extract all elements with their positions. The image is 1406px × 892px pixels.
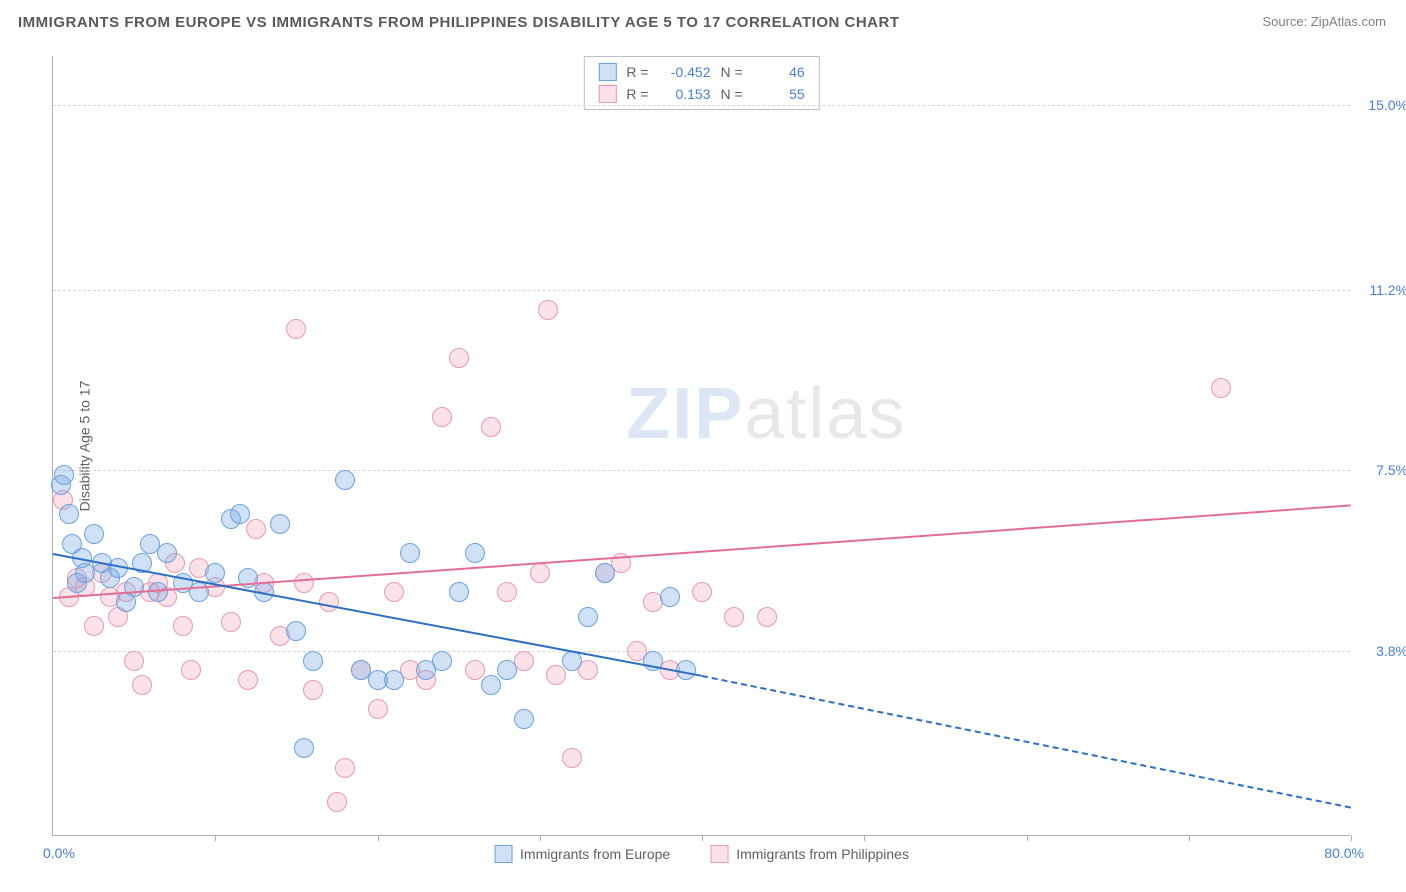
- scatter-point-series2: [432, 407, 452, 427]
- scatter-point-series2: [181, 660, 201, 680]
- legend-label-series1: Immigrants from Europe: [520, 846, 670, 862]
- scatter-point-series2: [1211, 378, 1231, 398]
- scatter-point-series1: [59, 504, 79, 524]
- r-value-series2: 0.153: [659, 86, 711, 102]
- scatter-point-series1: [660, 587, 680, 607]
- legend-item-series2: Immigrants from Philippines: [710, 845, 909, 863]
- y-axis-title: Disability Age 5 to 17: [76, 380, 92, 511]
- scatter-point-series2: [132, 675, 152, 695]
- swatch-series2-icon: [710, 845, 728, 863]
- swatch-series2: [598, 85, 616, 103]
- scatter-point-series2: [724, 607, 744, 627]
- y-tick-label: 15.0%: [1354, 97, 1406, 113]
- scatter-point-series2: [368, 699, 388, 719]
- y-tick-label: 11.2%: [1354, 282, 1406, 298]
- scatter-point-series1: [157, 543, 177, 563]
- x-tick: [1189, 835, 1190, 841]
- scatter-point-series1: [384, 670, 404, 690]
- x-tick: [864, 835, 865, 841]
- scatter-point-series2: [384, 582, 404, 602]
- x-tick: [1027, 835, 1028, 841]
- correlation-chart: IMMIGRANTS FROM EUROPE VS IMMIGRANTS FRO…: [0, 0, 1406, 892]
- scatter-point-series1: [286, 621, 306, 641]
- scatter-point-series1: [595, 563, 615, 583]
- scatter-point-series1: [54, 465, 74, 485]
- scatter-point-series2: [692, 582, 712, 602]
- scatter-point-series2: [319, 592, 339, 612]
- scatter-point-series2: [84, 616, 104, 636]
- scatter-point-series1: [449, 582, 469, 602]
- stats-row-series1: R = -0.452 N = 46: [584, 61, 818, 83]
- series-legend: Immigrants from Europe Immigrants from P…: [494, 845, 909, 863]
- scatter-point-series2: [546, 665, 566, 685]
- scatter-point-series1: [303, 651, 323, 671]
- grid-line: [53, 651, 1350, 652]
- grid-line: [53, 290, 1350, 291]
- n-value-series2: 55: [753, 86, 805, 102]
- x-axis-max-label: 80.0%: [1324, 845, 1364, 861]
- scatter-point-series2: [246, 519, 266, 539]
- scatter-point-series1: [230, 504, 250, 524]
- stats-row-series2: R = 0.153 N = 55: [584, 83, 818, 105]
- swatch-series1-icon: [494, 845, 512, 863]
- scatter-point-series2: [238, 670, 258, 690]
- scatter-point-series1: [335, 470, 355, 490]
- trend-line-series1-dashed: [702, 675, 1351, 809]
- scatter-point-series1: [270, 514, 290, 534]
- plot-area: ZIPatlas Disability Age 5 to 17 R = -0.4…: [52, 56, 1350, 836]
- scatter-point-series2: [303, 680, 323, 700]
- scatter-point-series1: [294, 738, 314, 758]
- scatter-point-series2: [465, 660, 485, 680]
- grid-line: [53, 105, 1350, 106]
- scatter-point-series2: [562, 748, 582, 768]
- y-tick-label: 7.5%: [1354, 462, 1406, 478]
- x-axis-min-label: 0.0%: [43, 845, 75, 861]
- scatter-point-series2: [221, 612, 241, 632]
- scatter-point-series2: [530, 563, 550, 583]
- legend-item-series1: Immigrants from Europe: [494, 845, 670, 863]
- scatter-point-series1: [84, 524, 104, 544]
- scatter-point-series2: [449, 348, 469, 368]
- scatter-point-series1: [400, 543, 420, 563]
- stats-legend: R = -0.452 N = 46 R = 0.153 N = 55: [583, 56, 819, 110]
- swatch-series1: [598, 63, 616, 81]
- source-attribution: Source: ZipAtlas.com: [1262, 14, 1386, 29]
- r-value-series1: -0.452: [659, 64, 711, 80]
- scatter-point-series2: [538, 300, 558, 320]
- scatter-point-series2: [286, 319, 306, 339]
- scatter-point-series2: [335, 758, 355, 778]
- scatter-point-series2: [757, 607, 777, 627]
- x-tick: [1351, 835, 1352, 841]
- scatter-point-series2: [327, 792, 347, 812]
- scatter-point-series1: [481, 675, 501, 695]
- x-tick: [215, 835, 216, 841]
- chart-title: IMMIGRANTS FROM EUROPE VS IMMIGRANTS FRO…: [18, 14, 900, 31]
- scatter-point-series1: [432, 651, 452, 671]
- grid-line: [53, 470, 1350, 471]
- scatter-point-series1: [514, 709, 534, 729]
- scatter-point-series1: [205, 563, 225, 583]
- watermark: ZIPatlas: [626, 373, 906, 455]
- scatter-point-series1: [578, 607, 598, 627]
- y-tick-label: 3.8%: [1354, 643, 1406, 659]
- scatter-point-series2: [294, 573, 314, 593]
- scatter-point-series2: [497, 582, 517, 602]
- x-tick: [378, 835, 379, 841]
- scatter-point-series2: [173, 616, 193, 636]
- x-tick: [702, 835, 703, 841]
- scatter-point-series2: [124, 651, 144, 671]
- scatter-point-series1: [465, 543, 485, 563]
- scatter-point-series1: [497, 660, 517, 680]
- legend-label-series2: Immigrants from Philippines: [736, 846, 909, 862]
- scatter-point-series2: [481, 417, 501, 437]
- scatter-point-series1: [148, 582, 168, 602]
- x-tick: [540, 835, 541, 841]
- n-value-series1: 46: [753, 64, 805, 80]
- scatter-point-series1: [124, 577, 144, 597]
